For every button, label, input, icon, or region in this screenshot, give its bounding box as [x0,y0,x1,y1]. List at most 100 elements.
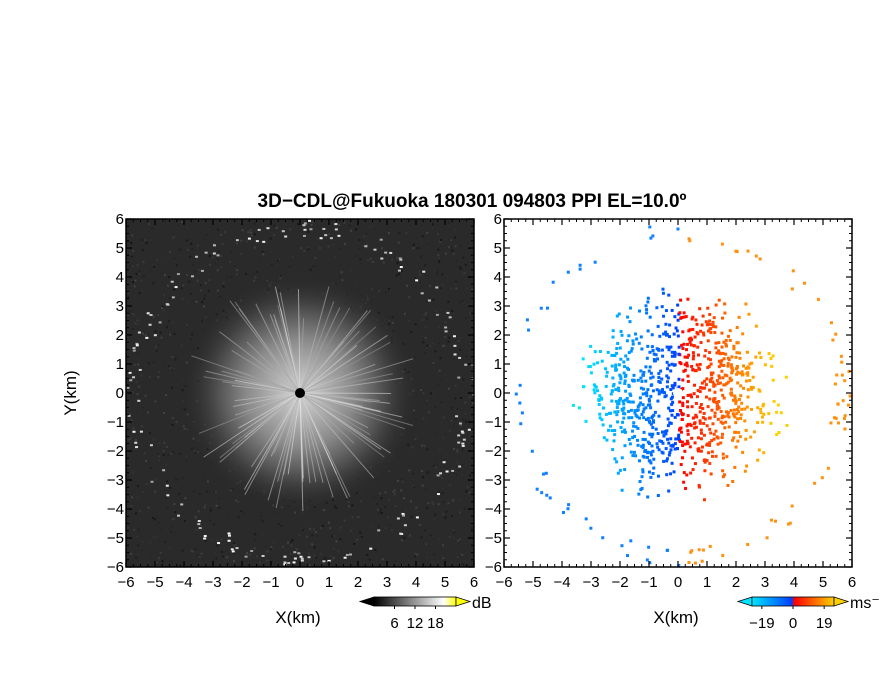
velocity-pixel [666,457,669,460]
y-tick-label: −3 [107,472,124,489]
velocity-pixel [648,442,651,445]
x-tick-label: 4 [790,574,798,591]
velocity-pixel [703,469,706,472]
velocity-pixel [696,346,699,349]
velocity-pixel [689,328,692,331]
velocity-pixel [708,462,711,465]
velocity-pixel [681,347,684,350]
velocity-pixel [664,331,667,334]
ring-echo [349,554,352,556]
velocity-pixel [717,443,720,446]
velocity-pixel [706,424,709,427]
velocity-pixel [705,383,708,386]
y-tick-label: −5 [485,530,502,547]
velocity-pixel [721,469,724,472]
velocity-pixel [631,339,634,342]
velocity-pixel [600,397,603,400]
ring-echo [830,321,833,324]
velocity-pixel [707,405,710,408]
velocity-pixel [759,411,762,414]
ring-echo [191,275,194,277]
ring-echo [458,357,461,359]
velocity-pixel [642,416,645,419]
y-tick-label: −2 [107,443,124,460]
ring-echo [175,286,178,288]
velocity-pixel [706,444,709,447]
velocity-pixel [629,442,632,445]
velocity-pixel [639,377,642,380]
velocity-pixel [681,456,684,459]
velocity-pixel [725,455,728,458]
velocity-pixel [622,360,625,363]
velocity-pixel [735,446,738,449]
ring-echo [837,421,840,424]
ring-echo [389,252,392,254]
velocity-pixel [677,353,680,356]
velocity-pixel [652,419,655,422]
x-tick-label: −5 [146,574,163,591]
velocity-pixel [618,381,621,384]
ring-echo [137,400,140,402]
velocity-pixel [610,400,613,403]
velocity-pixel [640,387,643,390]
ring-echo [451,470,454,472]
velocity-pixel [689,472,692,475]
velocity-pixel [619,358,622,361]
velocity-pixel [627,400,630,403]
x-tick-label: −2 [611,574,628,591]
velocity-pixel [712,325,715,328]
velocity-pixel [687,414,690,417]
ring-echo [258,229,261,231]
velocity-pixel [754,356,757,359]
velocity-pixel [694,462,697,465]
velocity-pixel [706,307,709,310]
velocity-pixel [621,430,624,433]
velocity-pixel [702,387,705,390]
ring-echo [266,227,269,229]
velocity-pixel [702,416,705,419]
ring-echo [284,236,287,238]
velocity-pixel [772,354,775,357]
velocity-pixel [619,347,622,350]
velocity-pixel [666,367,669,370]
ring-echo [330,237,333,239]
velocity-pixel [655,306,658,309]
velocity-pixel [657,348,660,351]
ring-echo [594,261,597,264]
velocity-pixel [585,420,588,423]
velocity-pixel [692,354,695,357]
velocity-pixel [601,360,604,363]
ring-echo [136,344,139,346]
velocity-pixel [651,450,654,453]
velocity-pixel [692,468,695,471]
ring-echo [150,314,153,316]
velocity-pixel [680,431,683,434]
ring-echo [821,476,824,479]
velocity-pixel [738,398,741,401]
ring-echo [647,546,650,549]
velocity-pixel [755,325,758,328]
velocity-pixel [633,435,636,438]
velocity-pixel [589,345,592,348]
y-tick-label: −2 [485,443,502,460]
ring-echo [526,318,529,321]
velocity-pixel [679,317,682,320]
ring-echo [453,345,456,347]
ring-echo [453,335,456,337]
velocity-pixel [640,380,643,383]
velocity-pixel [701,382,704,385]
ring-echo [721,243,724,246]
velocity-pixel [685,348,688,351]
ring-echo [177,273,180,275]
ring-echo [154,334,157,336]
ring-echo [303,229,306,231]
velocity-pixel [681,387,684,390]
velocity-pixel [729,392,732,395]
velocity-pixel [645,394,648,397]
ring-echo [217,254,220,256]
ring-echo [235,547,238,549]
velocity-pixel [699,330,702,333]
velocity-pixel [669,346,672,349]
velocity-pixel [644,438,647,441]
velocity-pixel [712,382,715,385]
